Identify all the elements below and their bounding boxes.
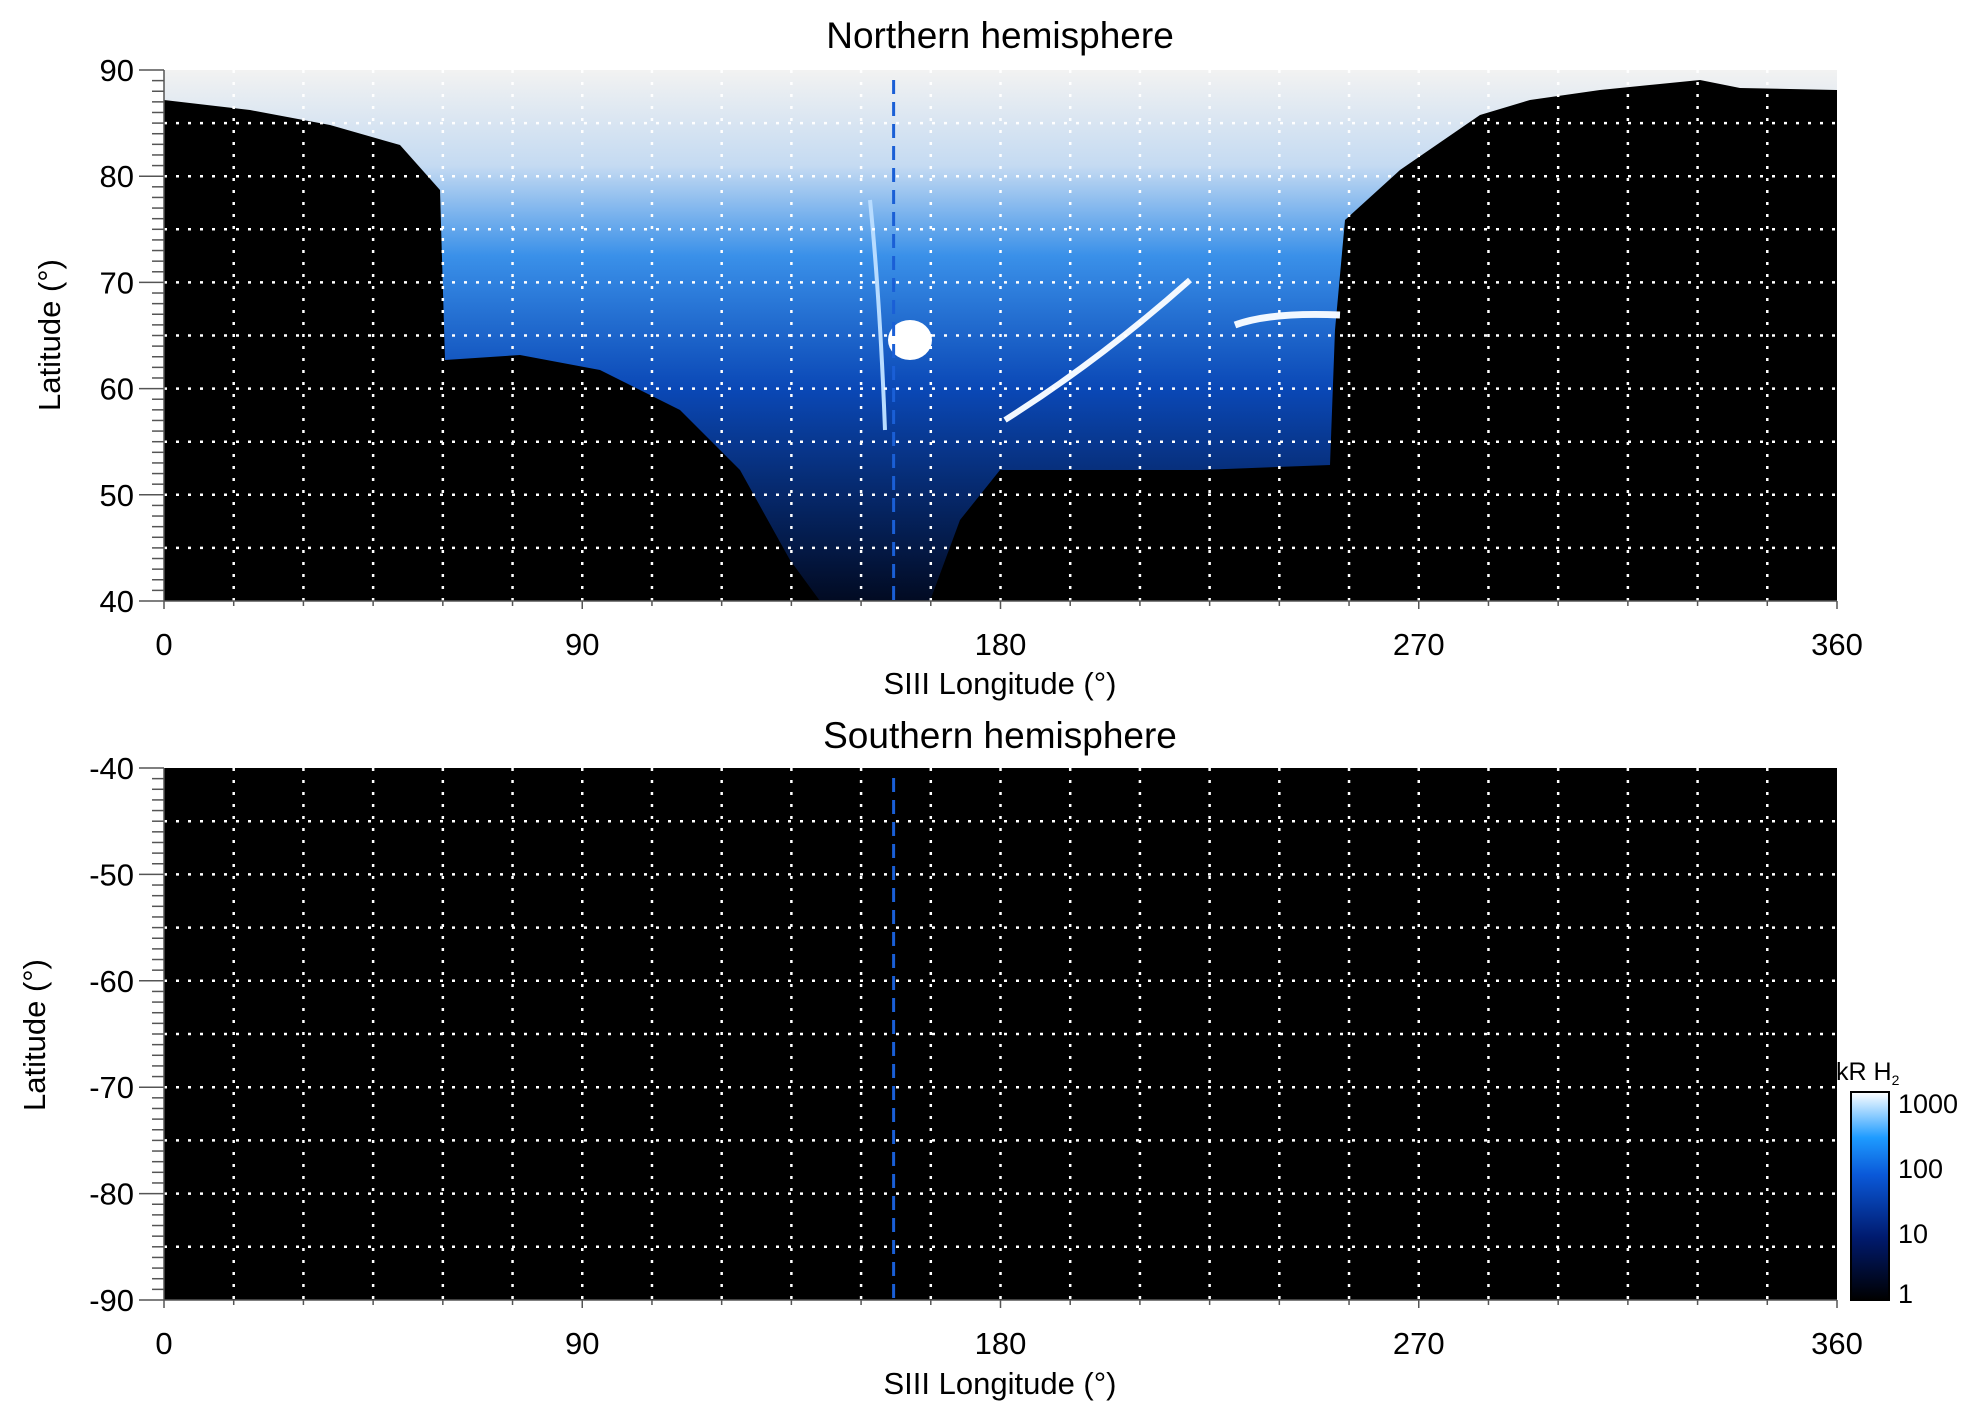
y-tick-label: -60	[89, 964, 134, 999]
south-grid	[164, 768, 1837, 1300]
x-tick-label: 90	[565, 1326, 599, 1361]
y-tick-label: -40	[89, 751, 134, 786]
y-tick-label: 90	[100, 53, 134, 88]
south-xlabel: SIII Longitude (°)	[884, 1366, 1117, 1401]
north-title: Northern hemisphere	[826, 15, 1174, 56]
y-tick-label: 70	[100, 265, 134, 300]
y-tick-label: 60	[100, 372, 134, 407]
x-tick-label: 0	[155, 627, 172, 662]
x-tick-label: 180	[975, 1326, 1027, 1361]
x-tick-label: 0	[155, 1326, 172, 1361]
x-tick-label: 90	[565, 627, 599, 662]
colorbar-tick-10: 10	[1898, 1219, 1928, 1249]
aurora-main-oval-arc	[1003, 277, 1192, 423]
north-panel: 90 80 70 60 50 40 0 90 180 270 360 Latitude (°) SI…	[32, 53, 1863, 701]
y-tick-label: -80	[89, 1177, 134, 1212]
colorbar-label: kR H2	[1836, 1058, 1900, 1088]
y-tick-label: 50	[100, 478, 134, 513]
south-title: Southern hemisphere	[823, 715, 1177, 756]
colorbar-gradient	[1850, 1091, 1890, 1301]
x-tick-label: 270	[1393, 1326, 1445, 1361]
y-tick-label: -90	[89, 1283, 134, 1318]
colorbar-tick-1000: 1000	[1898, 1089, 1958, 1119]
y-tick-label: -70	[89, 1070, 134, 1105]
colorbar: kR H2 1000 100 10 1	[1836, 1058, 1958, 1309]
south-panel: -40 -50 -60 -70 -80 -90 0 90 180 270 360 Latitude …	[17, 751, 1863, 1401]
y-tick-label: 40	[100, 584, 134, 619]
colorbar-tick-1: 1	[1898, 1279, 1913, 1309]
x-tick-label: 180	[975, 627, 1027, 662]
aurora-arc-east	[1233, 310, 1341, 329]
aurora-bright-spot	[888, 320, 932, 360]
x-tick-label: 360	[1811, 1326, 1863, 1361]
x-tick-label: 270	[1393, 627, 1445, 662]
y-tick-label: -50	[89, 857, 134, 892]
south-ylabel: Latitude (°)	[17, 959, 52, 1111]
north-grid	[164, 70, 1837, 601]
y-tick-label: 80	[100, 159, 134, 194]
north-ylabel: Latitude (°)	[32, 259, 67, 411]
colorbar-tick-100: 100	[1898, 1154, 1943, 1184]
north-xlabel: SIII Longitude (°)	[884, 666, 1117, 701]
x-tick-label: 360	[1811, 627, 1863, 662]
aurora-filament	[868, 199, 887, 431]
